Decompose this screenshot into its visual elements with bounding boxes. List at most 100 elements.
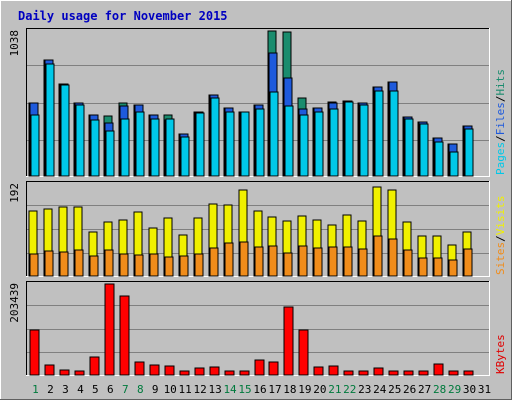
bar-kbytes-day-22 xyxy=(343,370,354,376)
bar-sites-day-18 xyxy=(283,252,293,277)
bar-kbytes-day-15 xyxy=(239,370,250,376)
y-axis-max-label: 203439 xyxy=(8,283,21,323)
bar-sites-day-19 xyxy=(298,245,308,277)
bar-kbytes-day-26 xyxy=(403,370,414,376)
bar-pages-day-20 xyxy=(314,111,324,177)
bar-sites-day-14 xyxy=(224,242,234,277)
x-tick-label: 30 xyxy=(463,383,476,396)
legend-text: Pages/Files/Hits xyxy=(494,69,507,175)
bar-pages-day-13 xyxy=(210,97,220,177)
bar-pages-day-12 xyxy=(195,112,205,177)
bar-kbytes-day-21 xyxy=(328,365,339,376)
x-tick-label: 14 xyxy=(223,383,237,396)
bar-pages-day-25 xyxy=(389,90,399,177)
x-tick-label: 1 xyxy=(32,383,39,396)
x-tick-label: 3 xyxy=(62,383,69,396)
bar-kbytes-day-17 xyxy=(268,361,279,376)
bar-sites-day-22 xyxy=(343,246,353,277)
bar-sites-day-20 xyxy=(313,247,323,277)
x-tick-label: 21 xyxy=(328,383,341,396)
bar-kbytes-day-10 xyxy=(164,365,175,376)
bar-pages-day-16 xyxy=(255,108,265,177)
bar-kbytes-day-20 xyxy=(313,366,324,376)
bar-kbytes-day-16 xyxy=(254,359,265,376)
bar-kbytes-day-3 xyxy=(59,369,70,376)
x-tick-label: 31 xyxy=(478,383,491,396)
bar-pages-day-11 xyxy=(180,136,190,177)
bar-pages-day-9 xyxy=(150,118,160,177)
bar-sites-day-16 xyxy=(254,246,264,277)
panel-bottom: 203439 KBytes xyxy=(8,281,507,376)
bar-kbytes-day-27 xyxy=(418,370,429,376)
bar-sites-day-12 xyxy=(194,253,204,277)
bar-pages-day-19 xyxy=(299,114,309,177)
bar-kbytes-day-19 xyxy=(298,329,309,376)
legend-text: Sites/Visits xyxy=(494,196,507,276)
legend-separator: / xyxy=(494,96,507,103)
bar-kbytes-day-4 xyxy=(74,370,85,376)
x-tick-label: 20 xyxy=(313,383,326,396)
x-tick-label: 12 xyxy=(194,383,207,396)
bar-kbytes-day-6 xyxy=(104,283,115,376)
legend-separator: / xyxy=(494,135,507,142)
bar-sites-day-8 xyxy=(134,254,144,277)
bar-pages-day-23 xyxy=(359,104,369,177)
x-tick-label: 11 xyxy=(179,383,192,396)
x-tick-label: 26 xyxy=(403,383,416,396)
x-tick-label: 6 xyxy=(107,383,114,396)
x-tick-label: 8 xyxy=(137,383,144,396)
bar-pages-day-7 xyxy=(120,118,130,177)
bar-pages-day-2 xyxy=(45,63,55,177)
x-tick-label: 4 xyxy=(77,383,84,396)
bar-kbytes-day-11 xyxy=(179,370,190,376)
x-tick-label: 15 xyxy=(238,383,251,396)
legend: KBytes xyxy=(494,334,507,374)
bar-pages-day-27 xyxy=(419,123,429,177)
bar-pages-day-22 xyxy=(344,101,354,177)
bar-pages-day-29 xyxy=(449,151,459,177)
bar-kbytes-day-24 xyxy=(373,367,384,376)
chart-panels: 1038Pages/Files/Hits192Sites/Visits20343… xyxy=(8,28,507,376)
bar-kbytes-day-7 xyxy=(119,295,130,376)
x-tick-label: 29 xyxy=(448,383,461,396)
bar-kbytes-day-5 xyxy=(89,356,100,376)
bar-sites-day-2 xyxy=(44,250,54,277)
bar-kbytes-day-8 xyxy=(134,361,145,376)
legend-separator: / xyxy=(494,235,507,242)
chart-title: Daily usage for November 2015 xyxy=(18,9,228,23)
bar-kbytes-day-28 xyxy=(433,363,444,376)
bar-sites-day-21 xyxy=(328,246,338,277)
legend-entry: Hits xyxy=(494,69,507,96)
bar-sites-day-26 xyxy=(403,249,413,277)
y-axis-max-label: 192 xyxy=(8,183,21,203)
legend-entry: KBytes xyxy=(494,334,507,374)
bar-kbytes-day-23 xyxy=(358,370,369,376)
x-tick-label: 13 xyxy=(208,383,221,396)
panel-middle: 192 Sites/Visits xyxy=(8,181,507,277)
bar-sites-day-17 xyxy=(268,245,278,277)
bar-pages-day-3 xyxy=(60,84,70,177)
bar-pages-day-15 xyxy=(240,111,250,177)
bar-pages-day-26 xyxy=(404,118,414,177)
bar-kbytes-day-14 xyxy=(224,370,235,376)
bar-sites-day-5 xyxy=(89,255,99,277)
x-tick-label: 19 xyxy=(298,383,311,396)
legend-entry: Visits xyxy=(494,196,507,236)
bar-pages-day-4 xyxy=(75,104,85,177)
x-tick-label: 2 xyxy=(47,383,54,396)
x-tick-label: 10 xyxy=(164,383,177,396)
x-tick-label: 16 xyxy=(253,383,266,396)
x-tick-label: 23 xyxy=(358,383,371,396)
x-axis-labels: 1 2 3 4 5 6 7 8 9 10 11 12 13 14 15 16 17 18 19 20 21 22 23 24 2… xyxy=(32,383,491,396)
legend: Sites/Visits xyxy=(494,196,507,276)
bar-pages-day-21 xyxy=(329,108,339,177)
legend-entry: Sites xyxy=(494,242,507,275)
x-tick-label: 27 xyxy=(418,383,431,396)
bar-kbytes-day-1 xyxy=(29,329,40,376)
x-tick-label: 17 xyxy=(268,383,281,396)
bar-pages-day-17 xyxy=(269,91,279,177)
bar-kbytes-day-29 xyxy=(448,370,459,376)
bar-kbytes-day-30 xyxy=(463,370,474,376)
